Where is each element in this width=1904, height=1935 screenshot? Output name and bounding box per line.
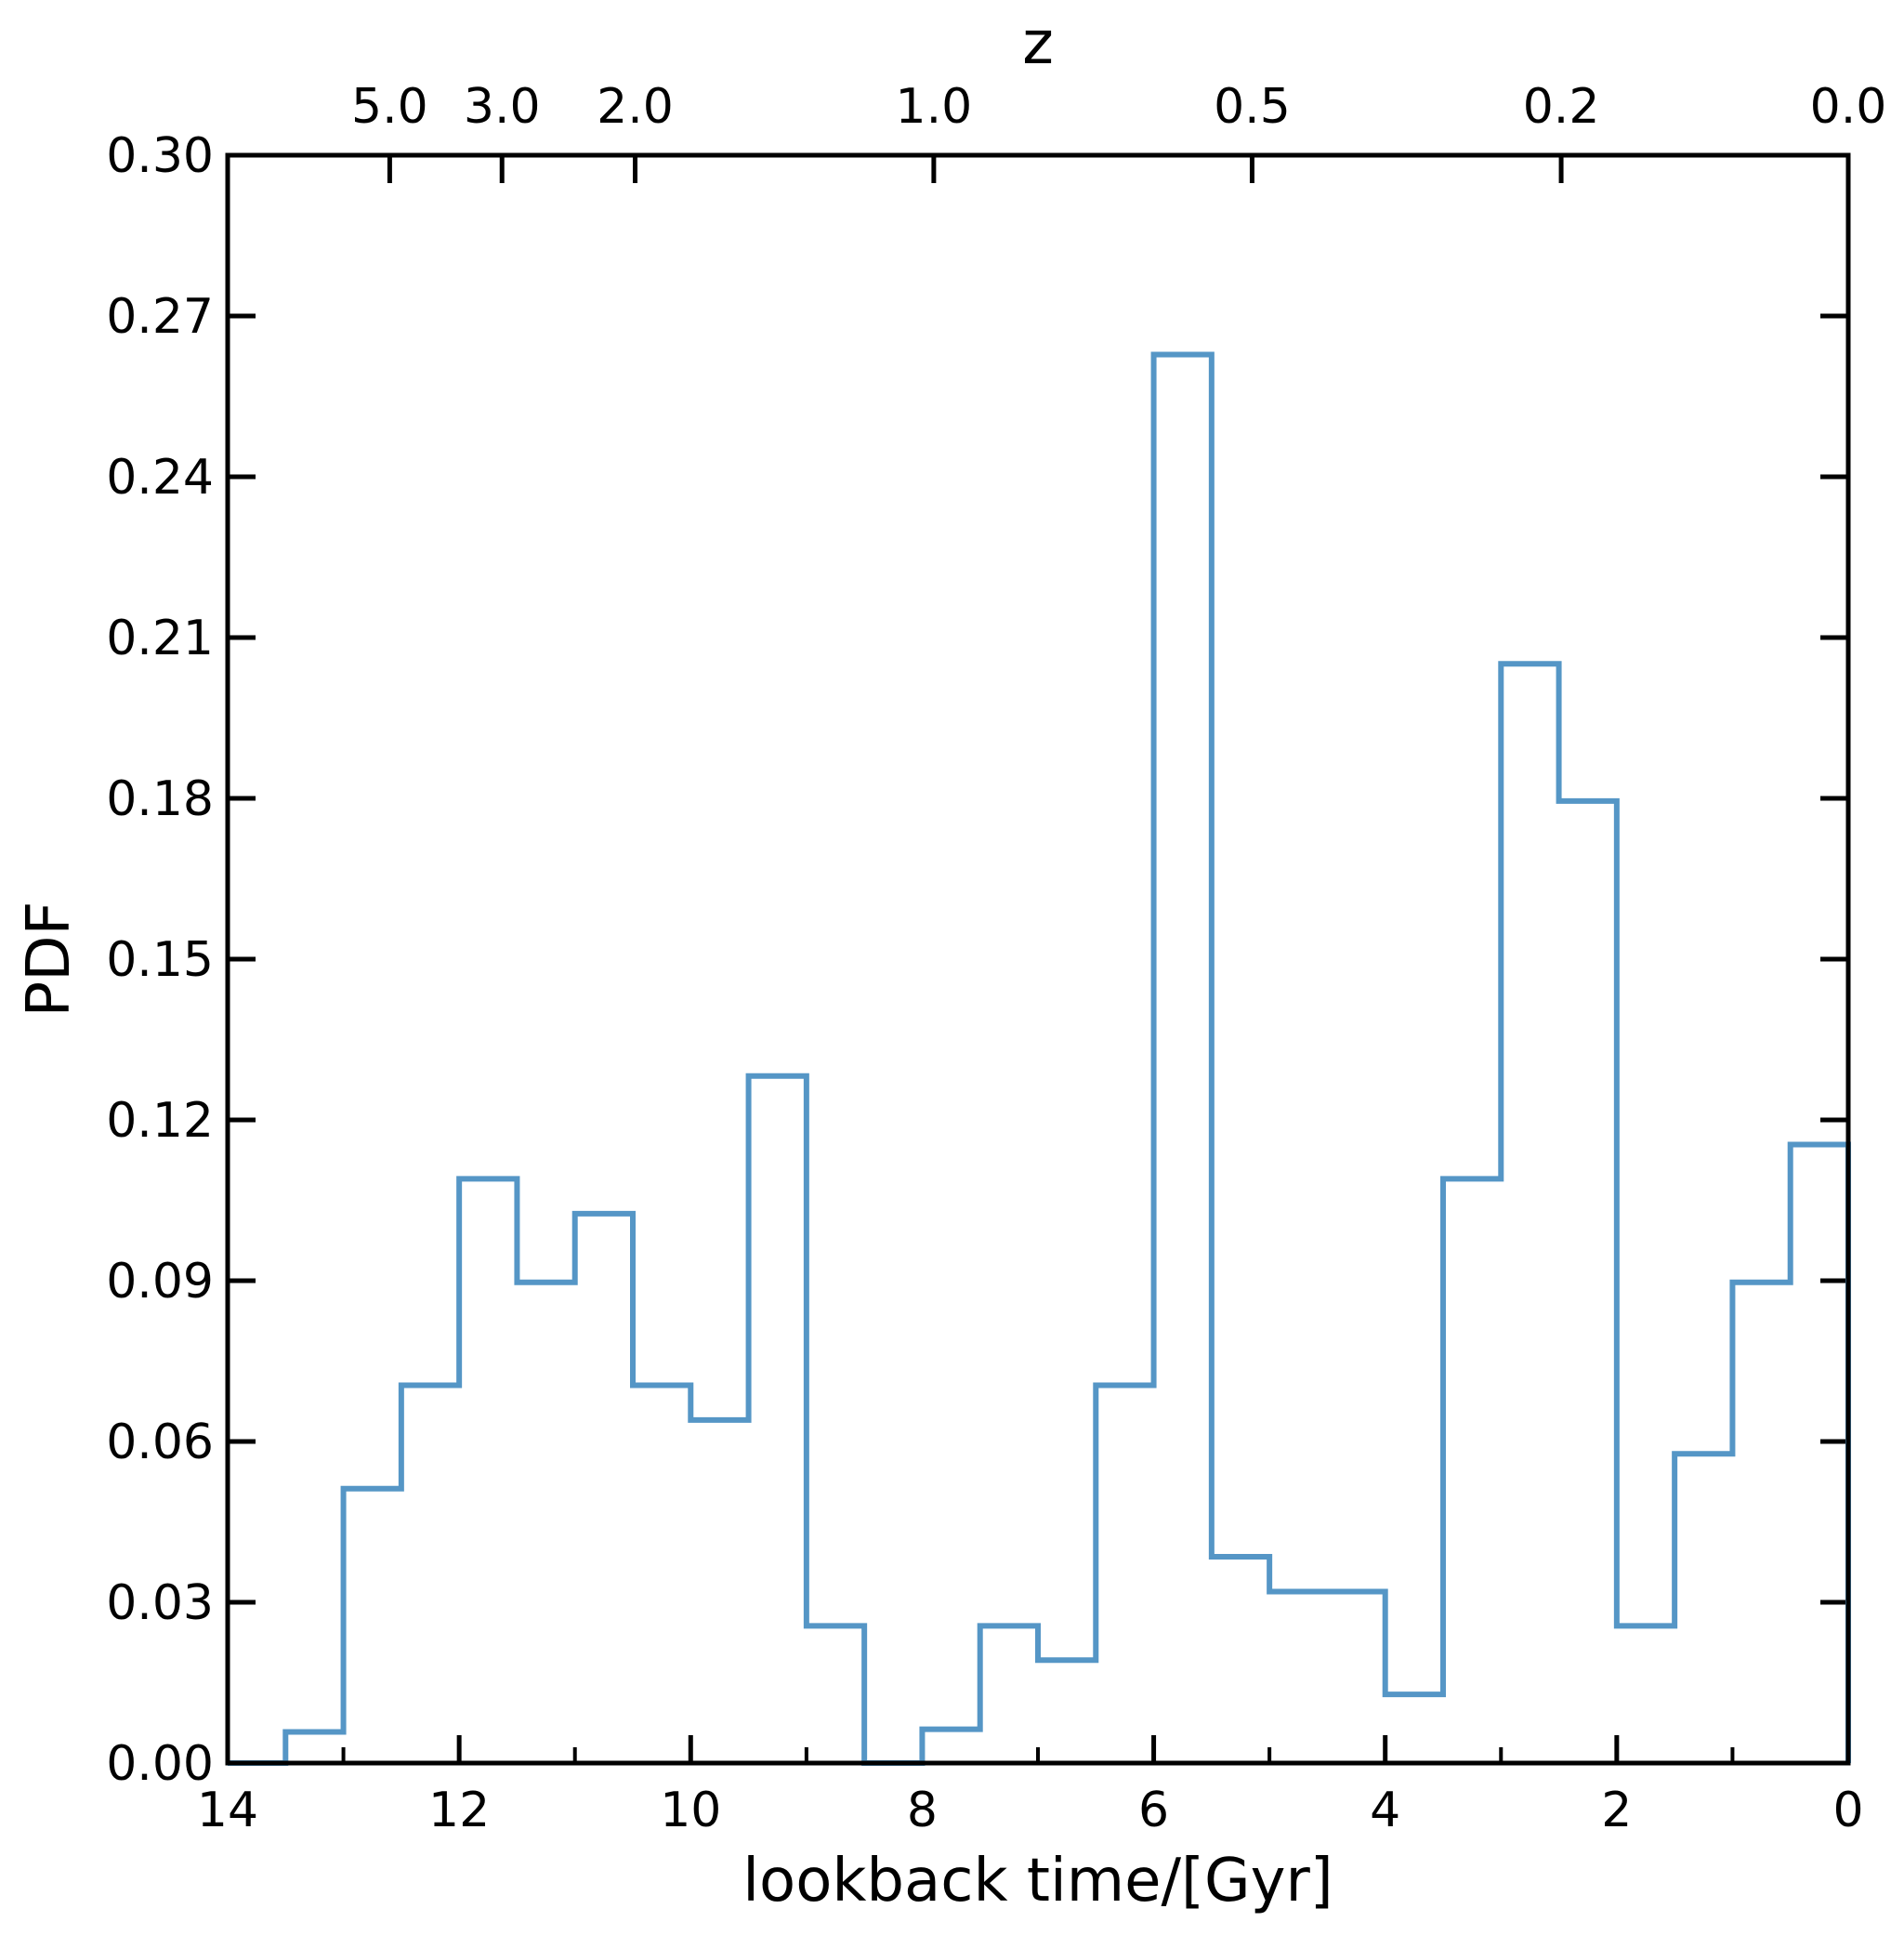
ticks-layer — [225, 152, 1851, 1766]
x-tick-label: 10 — [660, 1783, 721, 1838]
x-tick-label: 12 — [428, 1783, 490, 1838]
y-tick-label: 0.18 — [106, 771, 214, 827]
y-tick-label: 0.03 — [106, 1575, 214, 1631]
y-tick-label: 0.12 — [106, 1093, 214, 1149]
y-tick-label: 0.24 — [106, 450, 214, 506]
x-tick-label: 8 — [907, 1783, 938, 1838]
x-tick-label: 4 — [1370, 1783, 1400, 1838]
top-x-tick-label: 0.5 — [1214, 79, 1291, 135]
plot-frame — [225, 152, 1851, 1766]
x-tick-label: 14 — [197, 1783, 258, 1838]
x-tick-label: 0 — [1832, 1783, 1863, 1838]
y-tick-label: 0.15 — [106, 932, 214, 988]
y-tick-label: 0.27 — [106, 289, 214, 345]
top-x-tick-label: 1.0 — [896, 79, 973, 135]
top-x-tick-label: 3.0 — [464, 79, 541, 135]
tick-labels-layer: 14 12 10 8 6 4 2 0 0.00 0.03 0.06 0.09 0.12 0.15 0.18 0… — [106, 79, 1886, 1838]
y-tick-label: 0.09 — [106, 1254, 214, 1310]
y-tick-label: 0.00 — [106, 1736, 214, 1792]
y-tick-label: 0.30 — [106, 128, 214, 184]
top-x-tick-label: 5.0 — [351, 79, 428, 135]
histogram-series-line — [228, 351, 1851, 1766]
x-tick-label: 6 — [1138, 1783, 1169, 1838]
y-tick-label: 0.21 — [106, 611, 214, 666]
x-axis-label: lookback time/[Gyr] — [742, 1847, 1333, 1915]
top-x-tick-label: 2.0 — [597, 79, 674, 135]
top-x-tick-label: 0.2 — [1523, 79, 1600, 135]
top-x-axis-label: z — [1022, 9, 1054, 78]
y-axis-label: PDF — [15, 902, 84, 1018]
top-x-tick-label: 0.0 — [1810, 79, 1887, 135]
x-tick-label: 2 — [1601, 1783, 1632, 1838]
y-tick-label: 0.06 — [106, 1415, 214, 1470]
